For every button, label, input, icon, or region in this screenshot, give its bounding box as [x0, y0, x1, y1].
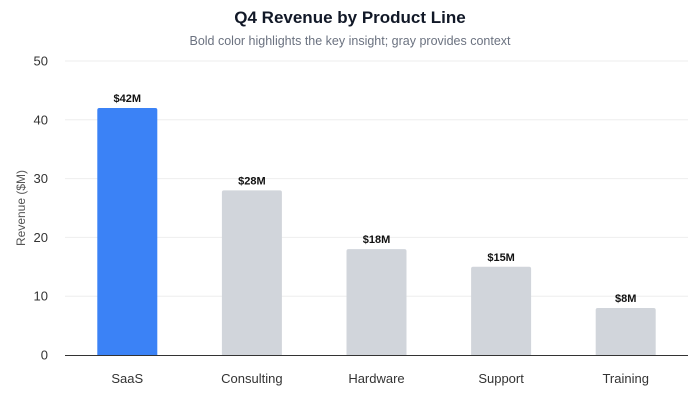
- x-tick-label: Training: [602, 371, 648, 386]
- y-tick-label: 10: [34, 289, 48, 304]
- chart-subtitle: Bold color highlights the key insight; g…: [189, 34, 511, 48]
- y-tick-label: 20: [34, 230, 48, 245]
- y-axis-label: Revenue ($M): [14, 170, 28, 246]
- bar-saas: [97, 108, 158, 355]
- data-label: $15M: [487, 252, 515, 264]
- bar-hardware: [346, 249, 407, 355]
- data-label: $18M: [363, 234, 391, 246]
- x-tick-label: SaaS: [111, 371, 143, 386]
- y-tick-label: 0: [41, 348, 48, 363]
- bar-consulting: [221, 190, 282, 355]
- data-label: $8M: [615, 293, 636, 305]
- y-tick-label: 30: [34, 171, 48, 186]
- chart-title: Q4 Revenue by Product Line: [234, 8, 466, 27]
- x-tick-label: Hardware: [348, 371, 404, 386]
- data-label: $42M: [114, 93, 142, 105]
- bar-training: [595, 307, 656, 355]
- x-tick-label: Support: [478, 371, 524, 386]
- y-tick-label: 50: [34, 54, 48, 69]
- data-label: $28M: [238, 175, 266, 187]
- y-tick-label: 40: [34, 112, 48, 127]
- x-tick-label: Consulting: [221, 371, 282, 386]
- bar-support: [471, 266, 532, 355]
